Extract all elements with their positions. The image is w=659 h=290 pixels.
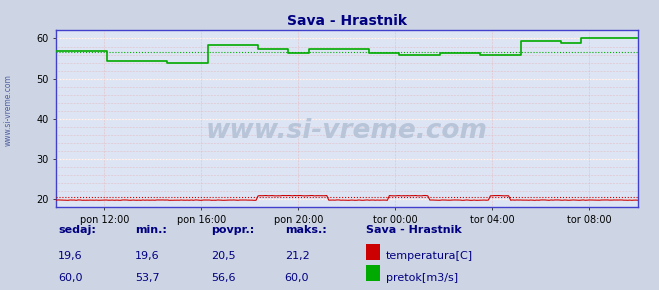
Text: 19,6: 19,6 [135,251,159,261]
Text: 60,0: 60,0 [285,273,309,282]
Text: sedaj:: sedaj: [58,225,96,235]
Title: Sava - Hrastnik: Sava - Hrastnik [287,14,407,28]
Text: min.:: min.: [135,225,167,235]
Text: temperatura[C]: temperatura[C] [386,251,473,261]
Text: 19,6: 19,6 [58,251,82,261]
Text: 60,0: 60,0 [58,273,82,282]
Text: pretok[m3/s]: pretok[m3/s] [386,273,457,282]
Text: maks.:: maks.: [285,225,326,235]
Text: povpr.:: povpr.: [211,225,254,235]
Text: www.si-vreme.com: www.si-vreme.com [206,118,488,144]
Text: 56,6: 56,6 [211,273,235,282]
Text: 21,2: 21,2 [285,251,310,261]
Text: www.si-vreme.com: www.si-vreme.com [4,74,13,146]
Text: 53,7: 53,7 [135,273,159,282]
Text: Sava - Hrastnik: Sava - Hrastnik [366,225,461,235]
Text: 20,5: 20,5 [211,251,235,261]
